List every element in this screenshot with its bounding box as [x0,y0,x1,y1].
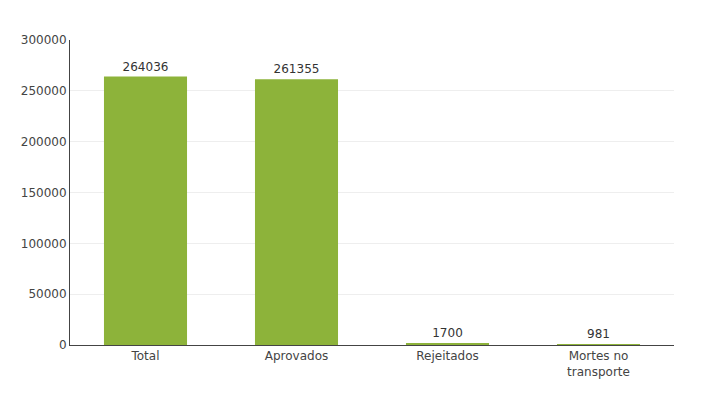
svg-text:Aprovados: Aprovados [265,349,329,363]
svg-text:0: 0 [59,338,67,352]
svg-text:Total: Total [130,349,159,363]
svg-text:200000: 200000 [21,135,67,149]
svg-text:Mortes notransporte: Mortes notransporte [567,349,630,379]
svg-text:264036: 264036 [123,60,169,74]
svg-text:100000: 100000 [21,237,67,251]
svg-text:150000: 150000 [21,186,67,200]
svg-text:981: 981 [587,327,610,341]
svg-text:261355: 261355 [274,62,320,76]
svg-text:1700: 1700 [432,326,463,340]
svg-text:Rejeitados: Rejeitados [416,349,479,363]
svg-text:300000: 300000 [21,33,67,47]
svg-text:50000: 50000 [28,287,66,301]
svg-text:250000: 250000 [21,84,67,98]
